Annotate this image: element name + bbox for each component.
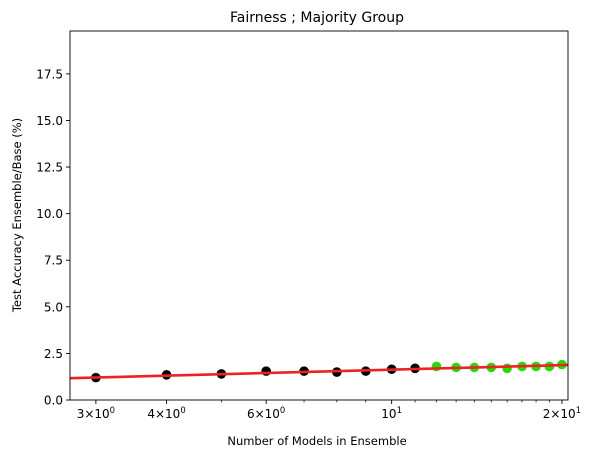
y-axis-label: Test Accuracy Ensemble/Base (%)	[10, 118, 24, 313]
data-marks	[70, 360, 568, 383]
y-tick-label: 10.0	[36, 207, 63, 221]
x-tick-label: 2×101	[543, 406, 581, 421]
y-tick-label: 5.0	[44, 300, 63, 314]
x-tick-label: 4×100	[147, 406, 185, 421]
x-tick-label: 6×100	[247, 406, 285, 421]
y-tick-label: 12.5	[36, 161, 63, 175]
data-point	[261, 366, 271, 376]
x-axis-label: Number of Models in Ensemble	[227, 434, 406, 448]
x-tick-label: 101	[381, 406, 402, 421]
y-tick-label: 15.0	[36, 114, 63, 128]
y-tick-label: 7.5	[44, 254, 63, 268]
x-tick-label: 3×100	[77, 406, 115, 421]
y-tick-label: 2.5	[44, 347, 63, 361]
data-point	[502, 364, 512, 374]
y-tick-label: 17.5	[36, 67, 63, 81]
chart-title: Fairness ; Majority Group	[230, 10, 404, 26]
axes-frame	[70, 31, 568, 400]
y-tick-label: 0.0	[44, 394, 63, 408]
